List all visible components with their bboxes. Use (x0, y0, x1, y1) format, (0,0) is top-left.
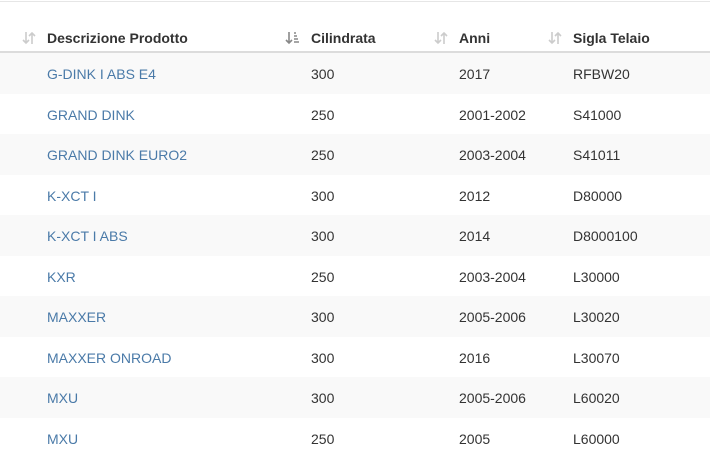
sort-icon[interactable] (285, 31, 301, 45)
table-cell: 2014 (459, 228, 491, 244)
product-link[interactable]: MXU (47, 430, 79, 447)
table-cell: 2003-2004 (459, 268, 526, 285)
product-link[interactable]: K-XCT I ABS (47, 228, 128, 244)
sort-icon[interactable] (22, 31, 36, 45)
table-cell: 300 (311, 228, 335, 244)
table-cell: 300 (311, 66, 335, 82)
table-cell: L30000 (573, 268, 620, 285)
table-cell: L60000 (573, 430, 620, 447)
table-cell: 300 (311, 187, 335, 204)
table-cell: 300 (311, 349, 335, 366)
table-cell: 2017 (459, 66, 491, 82)
table-cell: 2016 (459, 349, 491, 366)
table-row: MAXXER 300 2005-2006 L30020 (0, 296, 710, 337)
header-cell[interactable]: Descrizione Prodotto (47, 30, 188, 46)
table-cell: 300 (311, 390, 335, 406)
table-cell: RFBW20 (573, 66, 630, 82)
table-row: K-XCT I ABS 300 2014 D8000100 (0, 215, 710, 256)
product-link[interactable]: MXU (47, 390, 79, 406)
table-cell: D8000100 (573, 228, 638, 244)
table-cell: L30020 (573, 309, 620, 325)
table-cell: L30070 (573, 349, 620, 366)
header-cell[interactable]: Cilindrata (311, 30, 376, 46)
table-row: MXU 250 2005 L60000 (0, 418, 710, 459)
table-cell: 250 (311, 106, 335, 123)
product-link[interactable]: GRAND DINK (47, 106, 135, 123)
table-cell: S41011 (573, 147, 621, 163)
product-link[interactable]: GRAND DINK EURO2 (47, 147, 188, 163)
table-cell: 2005-2006 (459, 309, 526, 325)
table-cell: 2005-2006 (459, 390, 526, 406)
table-row: MAXXER ONROAD 300 2016 L30070 (0, 337, 710, 378)
product-link[interactable]: MAXXER ONROAD (47, 349, 172, 366)
table-cell: S41000 (573, 106, 622, 123)
table-header: Descrizione Prodotto Cilindrata Anni Sig… (0, 2, 710, 53)
table-cell: L60020 (573, 390, 620, 406)
table-cell: 2001-2002 (459, 106, 526, 123)
table-row: KXR 250 2003-2004 L30000 (0, 256, 710, 297)
product-link[interactable]: KXR (47, 268, 76, 285)
product-link[interactable]: K-XCT I (47, 187, 97, 204)
table-cell: 300 (311, 309, 335, 325)
table-cell: 250 (311, 268, 335, 285)
table-cell: 250 (311, 147, 335, 163)
table-row: G-DINK I ABS E4 300 2017 RFBW20 (0, 53, 710, 94)
product-link[interactable]: G-DINK I ABS E4 (47, 66, 156, 82)
table-cell: 2003-2004 (459, 147, 526, 163)
header-cell[interactable]: Anni (459, 30, 491, 46)
sort-icon[interactable] (548, 31, 562, 45)
table-cell: 2012 (459, 187, 491, 204)
table-row: GRAND DINK EURO2 250 2003-2004 S41011 (0, 134, 710, 175)
table-row: GRAND DINK 250 2001-2002 S41000 (0, 94, 710, 135)
header-cell[interactable]: Sigla Telaio (573, 30, 650, 46)
table-cell: 2005 (459, 430, 491, 447)
table-row: MXU 300 2005-2006 L60020 (0, 377, 710, 418)
table-cell: D80000 (573, 187, 623, 204)
table-row: K-XCT I 300 2012 D80000 (0, 175, 710, 216)
product-link[interactable]: MAXXER (47, 309, 107, 325)
sort-icon[interactable] (434, 31, 448, 45)
top-border (0, 1, 710, 2)
table-cell: 250 (311, 430, 335, 447)
